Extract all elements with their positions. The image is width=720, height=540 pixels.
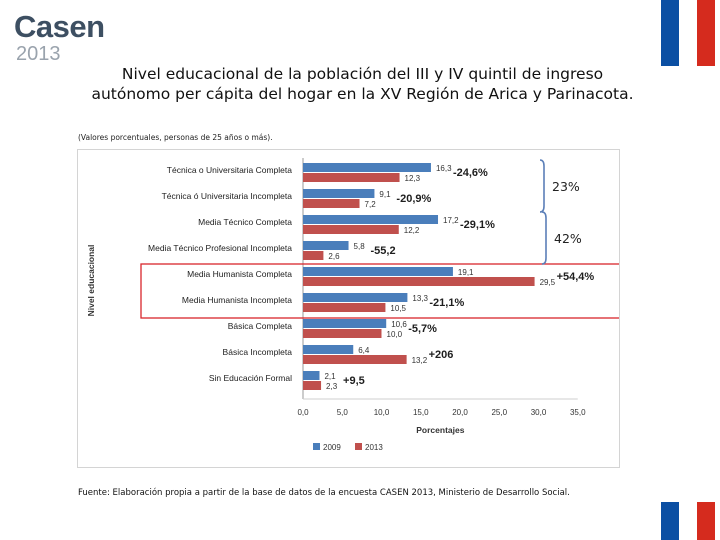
category-label: Media Humanista Incompleta [182,295,292,305]
x-tick-label: 0,0 [297,408,309,417]
bar-2013 [303,381,322,390]
x-tick-label: 10,0 [374,408,390,417]
category-label: Sin Educación Formal [209,373,292,383]
bar-2009 [303,267,453,276]
bar-2009 [303,241,349,250]
bar-2009 [303,293,408,302]
change-annotation: +54,4% [557,271,595,283]
bar-chart: 0,0 5,0 10,0 15,0 20,0 25,0 30,0 35,0 Técnica o … [86,158,619,452]
bar-2013 [303,277,535,286]
data-label-2009: 5,8 [354,242,366,251]
data-label-2009: 9,1 [379,190,391,199]
data-label-2009: 10,6 [391,320,407,329]
bracket-line [539,159,545,213]
x-tick-label: 30,0 [531,408,547,417]
y-axis-title: Nivel educacional [86,245,96,317]
bar-2009 [303,163,431,172]
data-label-2013: 10,5 [390,304,406,313]
bar-2013 [303,329,382,338]
change-annotation: -5,7% [408,323,437,335]
legend-label-2013: 2013 [365,443,383,452]
category-label: Media Técnico Profesional Incompleta [148,243,292,253]
change-annotation: +9,5 [343,375,365,387]
data-label-2013: 10,0 [387,330,403,339]
change-annotation: +206 [429,349,454,361]
category-label: Básica Completa [228,321,293,331]
x-tick-label: 35,0 [570,408,586,417]
chart-subtitle: (Valores porcentuales, personas de 25 añ… [78,133,273,142]
legend-label-2009: 2009 [323,443,341,452]
logo-year: 2013 [16,43,61,65]
bracket-line [541,211,547,265]
bar-2013 [303,251,324,260]
change-annotation: -24,6% [453,167,488,179]
bar-2013 [303,199,360,208]
bar-2013 [303,173,400,182]
data-label-2009: 2,1 [324,372,336,381]
data-label-2009: 17,2 [443,216,459,225]
data-label-2009: 13,3 [412,294,428,303]
chile-flag-bottom-decoration [661,502,715,540]
x-tick-label: 25,0 [491,408,507,417]
data-label-2013: 2,6 [328,252,340,261]
bracket-label: 23% [552,179,580,194]
bracket-label: 42% [554,231,582,246]
chile-flag-top-decoration [661,0,715,66]
change-annotation: -20,9% [396,193,431,205]
legend-swatch-2009 [313,443,320,450]
x-axis-title: Porcentajes [416,425,464,435]
bar-2009 [303,371,320,380]
highlight-box [140,263,619,319]
bar-2013 [303,225,399,234]
legend-swatch-2013 [355,443,362,450]
bar-2013 [303,303,386,312]
data-label-2009: 6,4 [358,346,370,355]
change-annotation: -21,1% [429,297,464,309]
bar-2009 [303,189,375,198]
bar-2013 [303,355,407,364]
data-label-2013: 12,3 [405,174,421,183]
source-note: Fuente: Elaboración propia a partir de l… [78,488,570,498]
category-label: Media Humanista Completa [187,269,292,279]
logo-name: Casen [14,9,105,44]
category-label: Técnica ó Universitaria Incompleta [162,191,293,201]
page-title: Nivel educacional de la población del II… [91,65,634,103]
data-label-2013: 7,2 [365,200,377,209]
casen-logo: Casen 2013 [14,9,105,65]
x-tick-label: 5,0 [337,408,349,417]
data-label-2013: 13,2 [412,356,428,365]
bar-2009 [303,345,354,354]
chart-area: 0,0 5,0 10,0 15,0 20,0 25,0 30,0 35,0 Técnica o … [77,149,620,468]
x-tick-label: 20,0 [452,408,468,417]
bar-2009 [303,215,439,224]
bar-2009 [303,319,387,328]
data-label-2013: 2,3 [326,382,338,391]
data-label-2009: 19,1 [458,268,474,277]
data-label-2013: 29,5 [540,278,556,287]
change-annotation: -55,2 [371,245,396,257]
category-label: Técnica o Universitaria Completa [167,165,292,175]
category-label: Básica Incompleta [223,347,293,357]
data-label-2013: 12,2 [404,226,420,235]
x-tick-label: 15,0 [413,408,429,417]
data-label-2009: 16,3 [436,164,452,173]
category-label: Media Técnico Completa [198,217,292,227]
change-annotation: -29,1% [460,219,495,231]
